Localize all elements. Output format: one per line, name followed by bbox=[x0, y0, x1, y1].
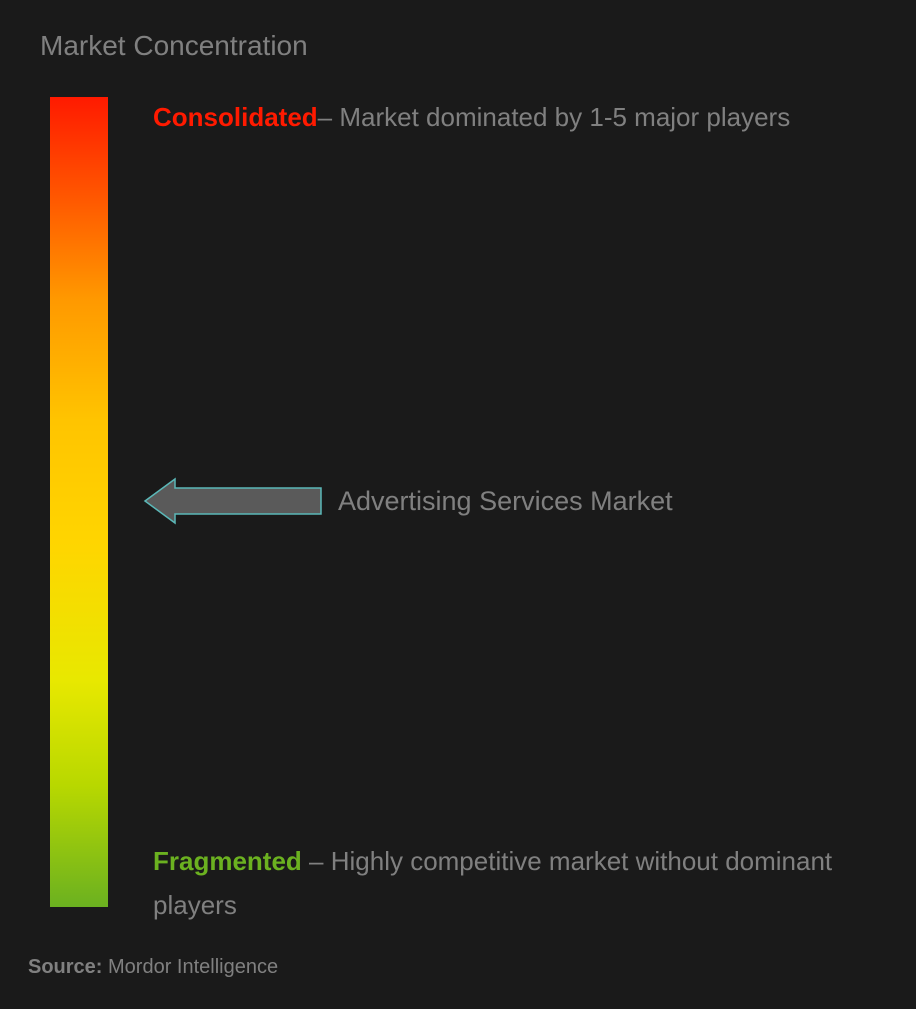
source-attribution: Source: Mordor Intelligence bbox=[28, 956, 278, 979]
consolidated-description: – Market dominated by 1-5 major players bbox=[318, 102, 791, 133]
arrow-left-icon bbox=[143, 475, 323, 527]
fragmented-label-row: Fragmented – Highly competitive market w… bbox=[153, 839, 856, 927]
consolidated-label-row: Consolidated – Market dominated by 1-5 m… bbox=[153, 102, 790, 133]
chart-title: Market Concentration bbox=[40, 30, 876, 62]
fragmented-keyword: Fragmented bbox=[153, 846, 302, 876]
chart-body: Consolidated – Market dominated by 1-5 m… bbox=[40, 97, 876, 947]
concentration-gradient-bar bbox=[50, 97, 108, 907]
market-position-indicator: Advertising Services Market bbox=[143, 475, 673, 527]
source-value: Mordor Intelligence bbox=[102, 956, 278, 978]
market-name-label: Advertising Services Market bbox=[338, 486, 673, 517]
consolidated-keyword: Consolidated bbox=[153, 102, 318, 133]
labels-container: Consolidated – Market dominated by 1-5 m… bbox=[108, 97, 876, 947]
source-label: Source: bbox=[28, 956, 102, 978]
